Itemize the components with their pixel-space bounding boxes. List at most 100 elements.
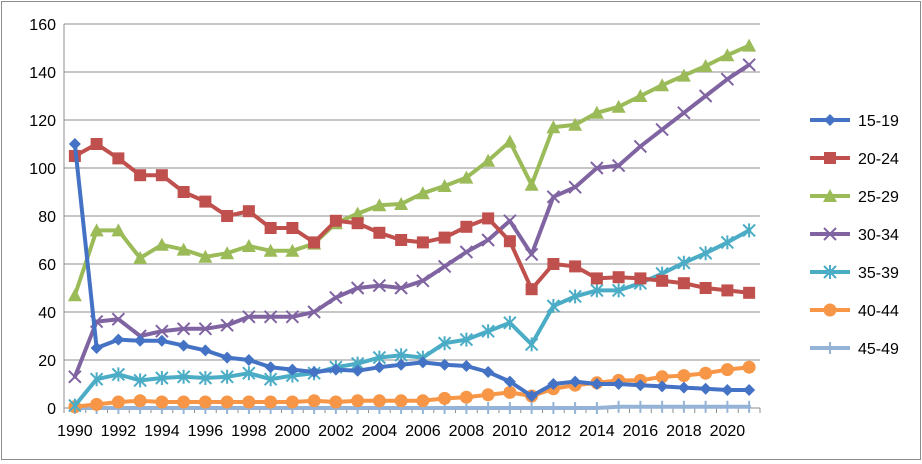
data-point-25-29 [524,177,539,191]
series-35-39 [68,223,756,413]
data-point-35-39 [720,235,735,250]
data-point-35-39 [198,371,213,385]
data-point-15-19 [677,381,690,394]
data-point-25-29 [546,120,561,134]
data-point-30-34 [198,322,213,336]
legend-swatch-marker [823,189,837,202]
data-point-35-39 [546,299,561,313]
data-point-30-34 [242,310,256,324]
data-point-20-24 [721,284,734,297]
y-tick-label: 120 [29,113,56,130]
data-point-20-24 [656,274,669,287]
data-point-40-44 [220,395,234,409]
series-15-19 [68,138,756,402]
data-point-15-19 [634,379,647,392]
data-point-30-34 [329,290,343,305]
data-point-35-39 [437,336,452,351]
x-tick-label: 2010 [492,423,528,440]
y-tick-label: 60 [38,257,56,274]
data-point-20-24 [699,282,712,294]
data-point-35-39 [503,315,517,330]
x-tick-label: 1992 [101,423,137,440]
data-point-30-34 [68,370,82,384]
y-tick-label: 160 [29,17,56,34]
data-point-40-44 [459,390,473,404]
data-point-20-24 [264,222,277,234]
data-point-30-34 [524,247,539,262]
data-point-30-34 [568,180,582,194]
series-line-35-39 [72,228,752,408]
data-point-40-44 [438,391,452,405]
legend-label: 30-34 [858,227,899,244]
axes: 0 20 40 60 80 100 120 140 160 1990 1992 1994 1996 199… [29,17,761,440]
data-point-40-44 [264,395,278,409]
legend-swatch-marker [823,265,837,279]
y-tick-label: 140 [29,65,56,82]
data-point-35-39 [611,283,626,298]
legend-swatch-marker [823,227,837,241]
y-tick-label: 0 [47,401,56,418]
data-point-15-19 [155,334,168,347]
data-point-30-34 [503,214,517,228]
series-line-25-29 [72,43,752,298]
data-point-15-19 [134,334,147,347]
data-point-35-39 [111,367,126,382]
data-point-25-29 [437,179,452,192]
data-point-25-29 [220,246,235,260]
data-point-40-44 [242,395,256,409]
x-tick-label: 2000 [275,423,311,440]
legend-label: 45-49 [858,341,899,358]
data-point-25-29 [350,206,365,220]
x-tick-label: 2008 [449,423,485,440]
data-point-35-39 [220,369,234,384]
data-point-35-39 [242,366,256,381]
data-point-25-29 [568,117,583,131]
data-point-15-19 [743,384,756,396]
data-point-15-19 [569,375,582,388]
data-point-25-29 [394,197,409,210]
data-point-20-24 [329,214,342,227]
data-point-15-19 [177,339,190,352]
data-point-20-24 [395,234,408,246]
data-point-20-24 [677,277,690,290]
data-point-25-29 [176,242,191,256]
data-point-40-44 [742,360,756,374]
data-point-40-44 [677,369,691,383]
data-point-15-19 [395,358,408,371]
series-40-44 [68,360,756,414]
data-point-15-19 [308,366,321,378]
data-point-30-34 [307,305,321,319]
data-point-40-44 [285,395,299,409]
data-point-40-44 [155,395,169,409]
data-point-35-39 [590,283,604,298]
data-point-25-29 [655,78,670,92]
legend-label: 40-44 [858,303,899,320]
data-point-25-29 [154,237,169,251]
x-tick-label: 2018 [666,423,702,440]
x-tick-label: 2006 [405,423,441,440]
data-point-20-24 [634,272,647,285]
data-point-30-34 [394,281,408,295]
data-point-25-29 [89,223,104,237]
data-point-20-24 [90,138,103,150]
data-point-40-44 [416,394,430,408]
series-line-20-24 [72,142,752,295]
data-point-25-29 [633,89,648,102]
x-tick-label: 2014 [579,423,615,440]
data-point-40-44 [481,388,495,402]
data-point-15-19 [221,351,234,364]
legend-label: 35-39 [858,265,899,282]
data-point-40-44 [720,363,734,377]
series-line-30-34 [72,62,752,379]
series-group [67,38,757,414]
data-point-30-34 [720,72,735,86]
data-point-15-19 [286,363,299,376]
data-point-15-19 [525,390,538,402]
data-point-25-29 [111,223,126,237]
data-point-25-29 [611,99,626,113]
data-point-30-34 [350,281,365,295]
data-point-35-39 [68,398,82,413]
legend-label: 15-19 [858,113,899,130]
data-point-35-39 [677,255,691,270]
data-point-30-34 [155,324,169,338]
